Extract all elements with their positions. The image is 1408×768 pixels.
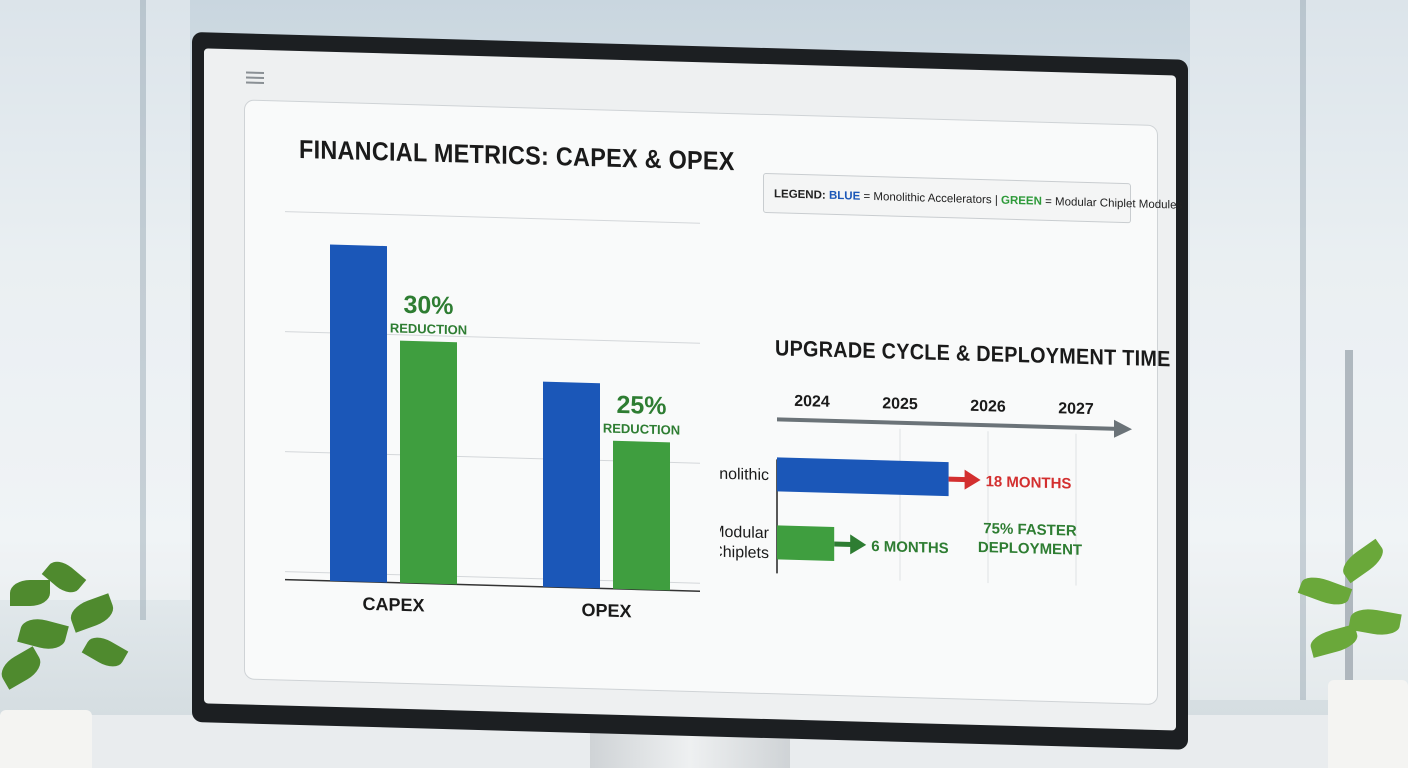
gridline xyxy=(285,211,700,224)
annotation-value-capex: 30% xyxy=(403,291,453,320)
legend-green-desc: = Modular Chiplet Modules xyxy=(1045,195,1183,212)
legend-prefix: LEGEND: xyxy=(774,188,826,202)
timeline-arrow-head xyxy=(850,534,867,555)
annotation-value-opex: 25% xyxy=(616,391,666,420)
plant-right xyxy=(1290,538,1408,768)
timeline-arrow-head xyxy=(964,469,981,490)
background-door-handle xyxy=(1345,350,1353,680)
x-tick-2025: 2025 xyxy=(882,395,918,413)
legend-green-word: GREEN xyxy=(1001,194,1042,208)
timeline-arrow-shaft xyxy=(948,476,967,483)
annotation-label-opex: REDUCTION xyxy=(603,420,680,437)
x-tick-2027: 2027 xyxy=(1058,400,1094,418)
financial-chart-title: FINANCIAL METRICS: CAPEX & OPEX xyxy=(299,133,735,177)
timeline-bar-modular xyxy=(777,525,835,561)
monitor: FINANCIAL METRICS: CAPEX & OPEX LEGEND: … xyxy=(192,32,1188,750)
timeline-value-label-monolithic: 18 MONTHS xyxy=(986,473,1072,492)
hamburger-menu-icon[interactable] xyxy=(246,71,264,85)
bar-opex-monolithic xyxy=(543,381,600,589)
x-tick-label-capex: CAPEX xyxy=(362,594,424,616)
background-frame xyxy=(140,0,146,620)
timeline-category-label: Monolithic xyxy=(720,465,769,484)
legend-blue-word: BLUE xyxy=(828,189,861,203)
x-tick-label-opex: OPEX xyxy=(581,600,631,621)
plant-left xyxy=(0,555,150,768)
background-window xyxy=(1190,0,1408,700)
background-window xyxy=(0,0,190,600)
timeline-axis-arrowhead xyxy=(1114,419,1132,438)
timeline-value-label-modular: 6 MONTHS xyxy=(871,538,949,557)
timeline-annotation: 75% FASTERDEPLOYMENT xyxy=(978,520,1082,559)
deployment-timeline-chart: 2024 2025 2026 2027 18 MONTHS Monolithic 6 MON… xyxy=(720,393,1132,586)
screen: FINANCIAL METRICS: CAPEX & OPEX LEGEND: … xyxy=(204,48,1182,731)
x-tick-2024: 2024 xyxy=(794,393,830,411)
bar-capex-monolithic xyxy=(330,244,387,583)
timeline-bar-monolithic xyxy=(777,457,949,497)
timeline-arrow-shaft xyxy=(834,541,853,547)
timeline-category-label: ModularChiplets xyxy=(720,524,770,563)
annotation-label-capex: REDUCTION xyxy=(390,320,467,337)
bar-capex-modular xyxy=(400,340,457,585)
background-frame xyxy=(1300,0,1306,700)
timeline-axis xyxy=(777,417,1118,431)
timeline-chart-title: UPGRADE CYCLE & DEPLOYMENT TIME xyxy=(775,335,1171,372)
x-tick-2026: 2026 xyxy=(970,398,1006,416)
dashboard-panel: FINANCIAL METRICS: CAPEX & OPEX LEGEND: … xyxy=(244,99,1182,705)
bar-opex-modular xyxy=(613,440,670,591)
legend-blue-desc: = Monolithic Accelerators | xyxy=(863,190,998,207)
legend: LEGEND: BLUE = Monolithic Accelerators |… xyxy=(763,172,1182,224)
